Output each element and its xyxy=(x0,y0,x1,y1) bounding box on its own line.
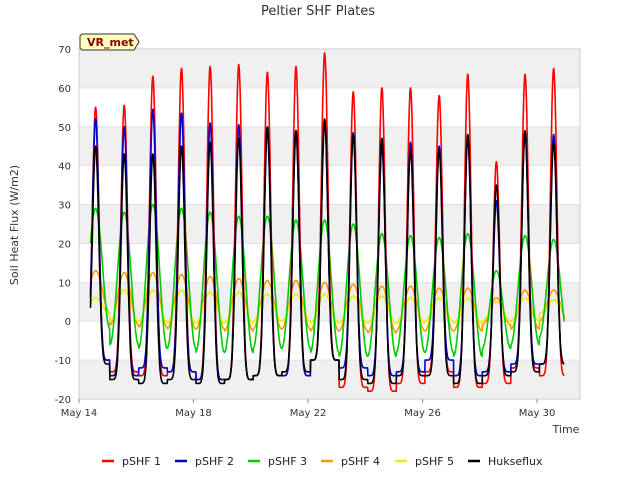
series-lines xyxy=(89,52,566,393)
series-line-hukseflux xyxy=(89,118,565,385)
plot-band xyxy=(79,126,580,166)
y-tick-label: 20 xyxy=(58,239,71,250)
legend-label: pSHF 2 xyxy=(195,455,234,468)
y-tick-label: 40 xyxy=(58,162,71,173)
legend-item: pSHF 2 xyxy=(175,455,234,468)
legend-label: Hukseflux xyxy=(488,455,543,468)
plot-background-bands xyxy=(79,49,580,399)
station-label: VR_met xyxy=(87,36,134,49)
y-tick-label: 30 xyxy=(58,201,71,212)
x-tick-label: May 26 xyxy=(404,408,441,419)
station-label-box: VR_met xyxy=(79,33,140,51)
legend-item: pSHF 3 xyxy=(248,455,307,468)
x-tick-label: May 14 xyxy=(61,408,98,419)
legend: pSHF 1 pSHF 2 pSHF 3 pSHF 4 pSHF 5 Hukseflux xyxy=(102,455,543,468)
x-tick-label: May 30 xyxy=(519,408,556,419)
x-axis-label: Time xyxy=(552,423,580,436)
station-label-background xyxy=(79,33,140,51)
y-tick-label: 50 xyxy=(58,123,71,134)
plot-band xyxy=(79,49,580,88)
series-line-pshf-5 xyxy=(89,289,565,325)
y-tick-label: 60 xyxy=(58,84,71,95)
y-tick-label: 0 xyxy=(65,317,71,328)
y-axis-ticks: -20 -10 0 10 20 30 40 50 60 70 xyxy=(55,45,71,406)
legend-item: pSHF 4 xyxy=(321,455,380,468)
legend-label: pSHF 3 xyxy=(268,455,307,468)
y-tick-label: -10 xyxy=(55,356,71,367)
series-line-pshf-3 xyxy=(89,203,566,358)
y-tick-label: 10 xyxy=(58,278,71,289)
x-tick-label: May 22 xyxy=(290,408,327,419)
y-tick-label: -20 xyxy=(55,395,71,406)
legend-item: Hukseflux xyxy=(468,455,543,468)
x-axis-ticks: May 14 May 18 May 22 May 26 May 30 xyxy=(61,399,556,419)
chart-title: Peltier SHF Plates xyxy=(261,4,375,19)
legend-item: pSHF 5 xyxy=(395,455,454,468)
legend-label: pSHF 5 xyxy=(415,455,454,468)
legend-label: pSHF 1 xyxy=(122,455,161,468)
legend-item: pSHF 1 xyxy=(102,455,161,468)
x-tick-label: May 18 xyxy=(175,408,212,419)
series-line-pshf-4 xyxy=(89,269,566,334)
y-tick-label: 70 xyxy=(58,45,71,56)
plot-frame xyxy=(78,48,581,400)
legend-label: pSHF 4 xyxy=(341,455,380,468)
y-axis-label: Soil Heat Flux (W/m2) xyxy=(8,165,21,285)
